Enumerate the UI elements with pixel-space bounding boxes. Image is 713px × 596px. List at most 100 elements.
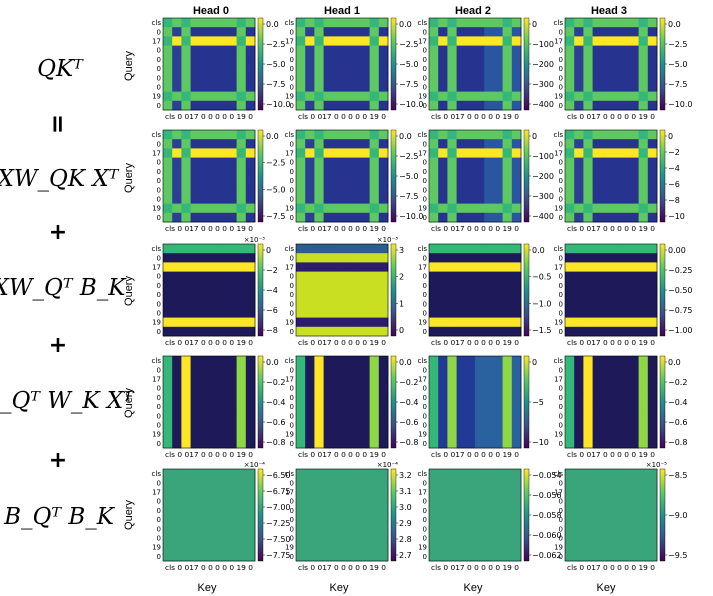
y-tick-label: 19	[285, 205, 294, 213]
heatmap-cell	[209, 392, 219, 403]
y-tick-label: 0	[559, 412, 563, 420]
heatmap-cell	[314, 524, 324, 534]
heatmap-cell	[502, 496, 513, 507]
heatmap-cell	[565, 317, 575, 328]
heatmap-cell	[502, 356, 513, 366]
heatmap-cell	[296, 365, 306, 375]
heatmap-cell	[475, 383, 485, 394]
heatmap-cell	[565, 420, 575, 430]
heatmap-cell	[447, 551, 457, 562]
heatmap-cell	[342, 496, 352, 507]
heatmap-cell	[647, 533, 658, 543]
heatmap-cell	[611, 253, 621, 263]
heatmap-cell	[583, 176, 593, 186]
heatmap-cell	[592, 469, 603, 479]
y-tick-label: 0	[559, 214, 563, 222]
heatmap-cell	[611, 533, 621, 543]
heatmap-cell	[447, 271, 457, 282]
y-tick-label: 0	[290, 300, 294, 308]
heatmap-cell	[342, 365, 352, 375]
heatmap-cell	[565, 533, 575, 543]
colorbar-tick-label: −0.062	[532, 551, 562, 560]
heatmap-cell	[296, 383, 306, 394]
heatmap-cell	[209, 176, 219, 186]
heatmap-cell	[592, 496, 603, 507]
heatmap-cell	[447, 496, 457, 507]
heatmap-cell	[351, 290, 361, 300]
heatmap-cell	[620, 308, 630, 318]
heatmap-cell	[475, 542, 485, 553]
heatmap-cell	[181, 487, 191, 497]
x-tick-labels: cls 0 017 0 0 0 0 0 19 0	[298, 339, 386, 347]
heatmap-cell	[638, 420, 649, 430]
heatmap-cell	[511, 203, 522, 214]
heatmap-cell	[342, 326, 352, 337]
heatmap-cell	[305, 299, 315, 309]
y-tick-label: 19	[418, 93, 427, 101]
heatmap-cell	[236, 392, 247, 403]
heatmap-cell	[296, 515, 306, 525]
heatmap-cell	[323, 374, 334, 384]
heatmap-cell	[369, 317, 380, 328]
equation-qk: QKᵀ	[37, 56, 84, 82]
heatmap-cell	[181, 290, 191, 300]
heatmap-cell	[647, 326, 658, 337]
heatmap-cell	[172, 326, 182, 337]
y-tick-label: 0	[290, 310, 294, 318]
heatmap-cell	[305, 326, 315, 337]
heatmap-cell	[323, 203, 334, 214]
heatmap-cell	[378, 82, 389, 92]
heatmap-cell	[583, 524, 593, 534]
y-tick-label: 0	[290, 498, 294, 506]
heatmap-cell	[647, 383, 658, 394]
heatmap-cell	[484, 100, 494, 111]
heatmap-cell	[629, 148, 639, 158]
heatmap-cell	[314, 36, 324, 46]
heatmap-cell	[502, 100, 513, 111]
heatmap-cell	[438, 130, 448, 140]
y-tick-label: 0	[157, 47, 161, 55]
heatmap-cell	[592, 356, 603, 366]
heatmap-cell	[209, 280, 219, 291]
heatmap-cell	[181, 166, 191, 177]
heatmap-cell	[218, 505, 228, 516]
heatmap-cell	[332, 533, 343, 543]
heatmap-cell	[296, 402, 306, 412]
heatmap-cell	[475, 365, 485, 375]
heatmap-frame	[428, 129, 522, 223]
heatmap-cell	[565, 299, 575, 309]
y-tick-label: cls	[554, 19, 564, 27]
heatmap-cell	[611, 469, 621, 479]
heatmap-cell	[475, 91, 485, 102]
heatmap-cell	[305, 244, 315, 254]
heatmap-cell	[218, 280, 228, 291]
y-tick-label: 0	[423, 214, 427, 222]
heatmap-cell	[369, 185, 380, 195]
heatmap-cell	[236, 139, 247, 149]
heatmap-cell	[574, 271, 584, 282]
heatmap-cell	[484, 429, 494, 440]
y-tick-label: 0	[423, 28, 427, 36]
heatmap-cell	[511, 185, 522, 195]
heatmap-cell	[601, 64, 612, 74]
heatmap-cell	[620, 496, 630, 507]
heatmap-cell	[236, 469, 247, 479]
heatmap-cell	[447, 64, 457, 74]
y-tick-label: 0	[290, 168, 294, 176]
heatmap-cell	[429, 130, 439, 140]
heatmap-cell	[638, 100, 649, 111]
heatmap-cell	[218, 487, 228, 497]
heatmap-cell	[647, 244, 658, 254]
heatmap-cell	[502, 139, 513, 149]
heatmap-cell	[209, 429, 219, 440]
heatmap-cell	[378, 478, 389, 488]
heatmap-cell	[638, 157, 649, 168]
heatmap-cell	[511, 280, 522, 291]
heatmap-cell	[638, 73, 649, 83]
heatmap-cell	[565, 185, 575, 195]
heatmap-cell	[245, 130, 256, 140]
heatmap-cell	[456, 166, 467, 177]
heatmap-cell	[647, 36, 658, 46]
heatmap-cell	[323, 524, 334, 534]
heatmap-cell	[583, 253, 593, 263]
